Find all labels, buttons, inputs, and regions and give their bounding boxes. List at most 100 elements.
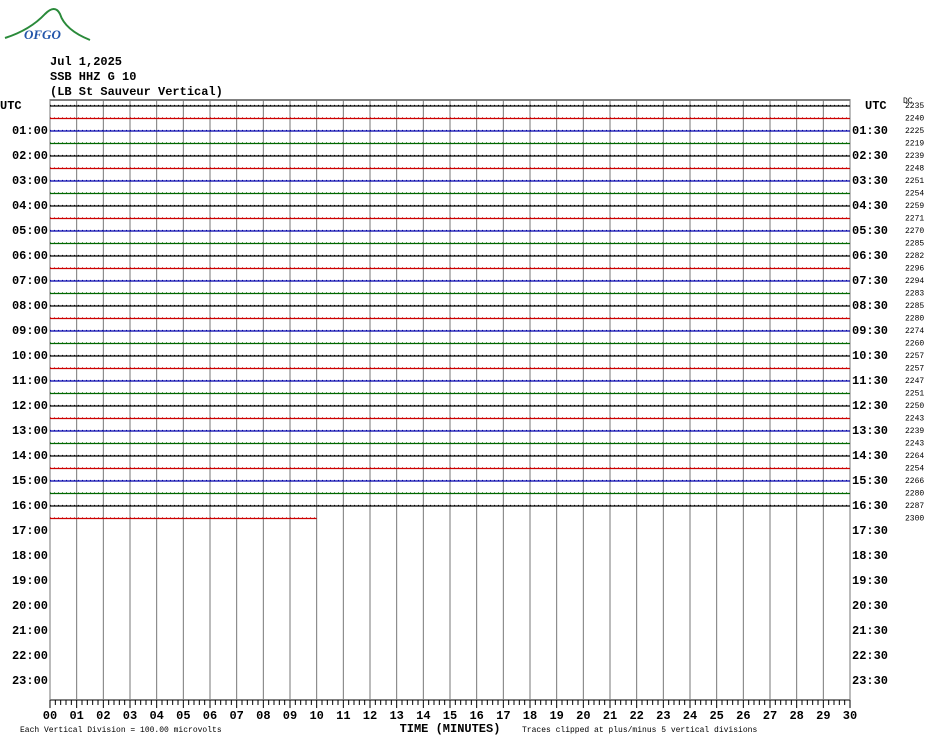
dc-offset: 2243 xyxy=(905,440,924,449)
x-tick-label: 06 xyxy=(203,709,217,723)
x-tick-label: 21 xyxy=(603,709,617,723)
left-time-label: 09:00 xyxy=(12,324,48,338)
x-tick-label: 22 xyxy=(629,709,643,723)
x-tick-label: 09 xyxy=(283,709,297,723)
dc-offset: 2287 xyxy=(905,502,924,511)
left-time-label: 10:00 xyxy=(12,349,48,363)
right-time-label: 23:30 xyxy=(852,674,888,688)
note: Traces clipped at plus/minus 5 vertical … xyxy=(522,726,757,735)
logo: OFGO xyxy=(24,27,61,42)
dc-offset: 2280 xyxy=(905,490,924,499)
left-time-label: 01:00 xyxy=(12,124,48,138)
left-time-label: 02:00 xyxy=(12,149,48,163)
x-tick-label: 14 xyxy=(416,709,430,723)
note: Each Vertical Division = 100.00 microvol… xyxy=(20,726,222,735)
left-time-label: 19:00 xyxy=(12,574,48,588)
right-time-label: 05:30 xyxy=(852,224,888,238)
title-line: (LB St Sauveur Vertical) xyxy=(50,85,223,99)
dc-offset: 2294 xyxy=(905,277,924,286)
dc-offset: 2251 xyxy=(905,390,924,399)
right-time-label: 06:30 xyxy=(852,249,888,263)
right-time-label: 09:30 xyxy=(852,324,888,338)
right-time-label: 20:30 xyxy=(852,599,888,613)
x-tick-label: 23 xyxy=(656,709,670,723)
right-time-label: 08:30 xyxy=(852,299,888,313)
left-time-label: UTC xyxy=(0,99,22,113)
left-time-label: 05:00 xyxy=(12,224,48,238)
dc-offset: 2285 xyxy=(905,302,924,311)
x-tick-label: 17 xyxy=(496,709,510,723)
x-tick-label: 02 xyxy=(96,709,110,723)
right-time-label: 03:30 xyxy=(852,174,888,188)
x-axis-label: TIME (MINUTES) xyxy=(400,722,501,736)
dc-offset: 2235 xyxy=(905,102,924,111)
right-time-label: 13:30 xyxy=(852,424,888,438)
dc-offset: 2254 xyxy=(905,190,924,199)
right-time-label: 18:30 xyxy=(852,549,888,563)
dc-offset: 2257 xyxy=(905,365,924,374)
x-tick-label: 03 xyxy=(123,709,137,723)
dc-offset: 2225 xyxy=(905,127,924,136)
x-tick-label: 10 xyxy=(309,709,323,723)
right-time-label: 16:30 xyxy=(852,499,888,513)
dc-offset: 2240 xyxy=(905,115,924,124)
dc-offset: 2250 xyxy=(905,402,924,411)
right-time-label: 17:30 xyxy=(852,524,888,538)
left-time-label: 18:00 xyxy=(12,549,48,563)
x-tick-label: 18 xyxy=(523,709,537,723)
left-time-label: 17:00 xyxy=(12,524,48,538)
left-time-label: 08:00 xyxy=(12,299,48,313)
dc-label: DC xyxy=(903,97,913,106)
dc-offset: 2283 xyxy=(905,290,924,299)
dc-offset: 2254 xyxy=(905,465,924,474)
right-time-label: 04:30 xyxy=(852,199,888,213)
x-tick-label: 04 xyxy=(149,709,163,723)
dc-offset: 2266 xyxy=(905,477,924,486)
x-tick-label: 25 xyxy=(709,709,723,723)
x-tick-label: 13 xyxy=(389,709,403,723)
right-time-label: 07:30 xyxy=(852,274,888,288)
left-time-label: 07:00 xyxy=(12,274,48,288)
left-time-label: 21:00 xyxy=(12,624,48,638)
dc-offset: 2239 xyxy=(905,427,924,436)
left-time-label: 20:00 xyxy=(12,599,48,613)
x-tick-label: 20 xyxy=(576,709,590,723)
dc-offset: 2270 xyxy=(905,227,924,236)
x-tick-label: 19 xyxy=(549,709,563,723)
left-time-label: 15:00 xyxy=(12,474,48,488)
x-tick-label: 28 xyxy=(789,709,803,723)
x-tick-label: 30 xyxy=(843,709,857,723)
dc-offset: 2247 xyxy=(905,377,924,386)
dc-offset: 2248 xyxy=(905,165,924,174)
x-tick-label: 01 xyxy=(69,709,83,723)
x-tick-label: 00 xyxy=(43,709,57,723)
left-time-label: 16:00 xyxy=(12,499,48,513)
right-time-label: 10:30 xyxy=(852,349,888,363)
x-tick-label: 15 xyxy=(443,709,457,723)
x-tick-label: 16 xyxy=(469,709,483,723)
dc-offset: 2285 xyxy=(905,240,924,249)
left-time-label: 12:00 xyxy=(12,399,48,413)
x-tick-label: 27 xyxy=(763,709,777,723)
left-time-label: 14:00 xyxy=(12,449,48,463)
x-tick-label: 12 xyxy=(363,709,377,723)
dc-offset: 2257 xyxy=(905,352,924,361)
dc-offset: 2296 xyxy=(905,265,924,274)
right-time-label: 01:30 xyxy=(852,124,888,138)
dc-offset: 2260 xyxy=(905,340,924,349)
x-tick-label: 11 xyxy=(336,709,350,723)
left-time-label: 11:00 xyxy=(12,374,48,388)
dc-offset: 2239 xyxy=(905,152,924,161)
left-time-label: 23:00 xyxy=(12,674,48,688)
dc-offset: 2300 xyxy=(905,515,924,524)
title-line: Jul 1,2025 xyxy=(50,55,122,69)
x-tick-label: 05 xyxy=(176,709,190,723)
dc-offset: 2259 xyxy=(905,202,924,211)
x-tick-label: 08 xyxy=(256,709,270,723)
right-time-label: 12:30 xyxy=(852,399,888,413)
logo-mark xyxy=(4,8,91,41)
right-time-label: 11:30 xyxy=(852,374,888,388)
x-tick-label: 26 xyxy=(736,709,750,723)
dc-offset: 2219 xyxy=(905,140,924,149)
right-time-label: 21:30 xyxy=(852,624,888,638)
